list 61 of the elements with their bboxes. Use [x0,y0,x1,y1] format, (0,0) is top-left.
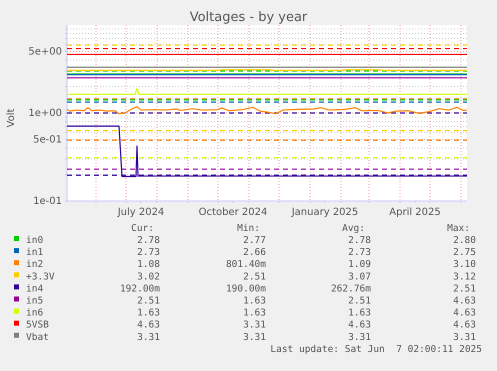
x-tick-label: October 2024 [198,207,268,218]
text: 3.31 [453,332,476,343]
text: 2.73 [348,247,371,258]
text: 1.08 [137,259,160,270]
text: 4.63 [453,296,476,306]
text: 3.07 [348,271,371,282]
text: 262.76m [330,283,372,294]
text: 2.78 [348,235,372,246]
text: 1.63 [243,308,266,319]
text: Min: [237,223,260,234]
text: Avg: [342,223,365,234]
text: 3.31 [243,320,266,331]
legend-label: Vbat [26,332,49,343]
text: 3.02 [137,271,160,282]
legend-label: in2 [26,259,44,270]
text: 2.51 [453,283,476,294]
text: 3.31 [137,332,160,343]
x-tick-label: April 2025 [389,207,441,218]
text: 3.10 [453,259,476,270]
legend-label: in4 [26,283,44,294]
text: 3.31 [348,332,372,343]
legend-label: in1 [26,247,44,258]
legend-label: 5VSB [26,320,50,331]
legend-label: in6 [26,308,44,319]
x-tick-label: January 2025 [290,207,358,218]
text: 2.51 [243,271,266,282]
text: 190.00m [226,283,266,294]
text: 3.12 [453,271,476,282]
chart-title: Voltages - by year [190,10,308,25]
text: 2.51 [137,296,160,306]
legend-label: +3.3V [26,271,55,282]
text: 4.63 [348,320,371,331]
y-tick-label: 5e-01 [33,134,62,146]
text: Cur: [131,223,154,234]
text: 2.80 [453,235,476,246]
text: 1.63 [137,308,160,319]
text: 4.63 [453,308,476,319]
legend-label: in5 [26,296,44,306]
y-axis-title: Volt [6,108,17,128]
text: 192.00m [120,283,160,294]
text: Max: [447,223,470,234]
text: 2.78 [137,235,160,246]
x-tick-label: July 2024 [116,207,164,218]
text: 4.63 [453,320,476,331]
text: 4.63 [137,320,160,331]
text: 2.51 [348,296,372,306]
text: 3.31 [243,332,266,343]
text: Last update: Sat Jun 7 02:00:11 2025 [270,344,482,355]
text: 1.63 [243,296,266,306]
text: 2.73 [137,247,160,258]
text: 2.66 [243,247,266,258]
y-tick-label: 5e+00 [28,46,62,58]
text: 801.40m [226,259,266,270]
text: 1.63 [348,308,371,319]
text: 2.77 [243,235,266,246]
y-tick-label: 1e+00 [28,108,62,120]
legend-label: in0 [26,235,44,246]
line-series [66,106,468,114]
text: 1.09 [348,259,372,270]
y-tick-label: 1e-01 [33,196,62,208]
text: 2.75 [453,247,476,258]
